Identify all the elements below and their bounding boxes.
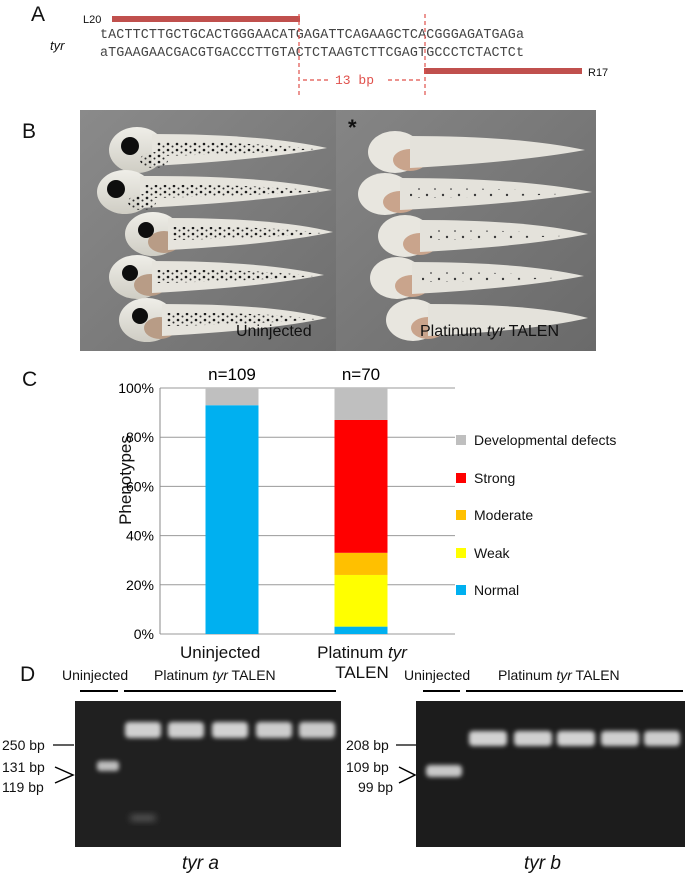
- y-tick-label: 20%: [126, 577, 154, 593]
- category-label-talen: Platinum tyr TALEN: [317, 643, 407, 682]
- left-photo-caption: Uninjected: [236, 323, 312, 340]
- bar-segment-moderate: [334, 552, 388, 575]
- left-marker-chevron: [54, 766, 75, 784]
- right-photo-caption: Platinum tyr TALEN: [420, 323, 560, 340]
- sample-size-label: n=70: [342, 365, 380, 384]
- left-gel-uninjected-label: Uninjected: [62, 667, 129, 683]
- left-gel: [75, 701, 341, 847]
- bar-segment-developmental-defects: [205, 388, 259, 406]
- bottom-strand: aTGAAGAACGACGTGACCCTTGTACTCTAAGTCTTCGAGT…: [100, 46, 525, 61]
- sample-size-label: n=109: [208, 365, 256, 384]
- legend-swatch: [456, 510, 466, 520]
- legend-item: Strong: [456, 470, 515, 486]
- y-tick-label: 0%: [134, 626, 154, 642]
- bar-segment-developmental-defects: [334, 388, 388, 420]
- right-marker-chevron: [398, 766, 417, 784]
- right-arm-label: R17: [588, 67, 609, 79]
- talen-tadpoles: [358, 131, 592, 341]
- asterisk-mark: *: [348, 115, 357, 140]
- panel-d-letter: D: [20, 663, 36, 686]
- panel-c-letter: C: [22, 368, 38, 391]
- legend-item: Normal: [456, 582, 519, 598]
- right-marker-bot: 99 bp: [358, 779, 394, 795]
- right-talen-arm: [424, 68, 582, 74]
- bar-segment-weak: [334, 574, 388, 627]
- legend-label: Strong: [474, 469, 516, 486]
- legend-item: Weak: [456, 545, 510, 561]
- gene-label: tyr: [50, 38, 65, 53]
- left-marker-top: 250 bp: [2, 737, 45, 753]
- panel-b-letter: B: [22, 120, 37, 143]
- left-gel-caption: tyr a: [182, 853, 219, 874]
- legend-swatch: [456, 435, 466, 445]
- category-label-uninjected: Uninjected: [180, 643, 261, 662]
- legend-swatch: [456, 585, 466, 595]
- bar-segment-normal: [334, 626, 388, 634]
- legend-swatch: [456, 472, 466, 483]
- y-axis-label: Phenotypes: [116, 435, 135, 525]
- top-strand: tACTTCTTGCTGCACTGGGAACATGAGATTCAGAAGCTCA…: [100, 28, 525, 43]
- legend-item: Developmental defects: [456, 432, 616, 448]
- right-gel-caption: tyr b: [524, 853, 561, 874]
- right-marker-top: 208 bp: [346, 737, 389, 753]
- legend-label: Normal: [474, 582, 520, 598]
- spacer-label: 13 bp: [335, 73, 375, 88]
- left-talen-arm: [112, 16, 300, 22]
- legend-label: Weak: [474, 544, 510, 561]
- legend-item: Moderate: [456, 507, 533, 523]
- right-gel-treated-label: Platinum tyr TALEN: [498, 667, 620, 683]
- left-marker-bot: 119 bp: [2, 779, 44, 795]
- panel-a-letter: A: [31, 3, 46, 26]
- right-marker-mid: 109 bp: [346, 759, 389, 775]
- legend-label: Developmental defects: [474, 432, 617, 448]
- legend-swatch: [456, 547, 466, 558]
- y-tick-label: 100%: [118, 380, 154, 396]
- right-gel: [416, 701, 685, 847]
- right-gel-uninjected-label: Uninjected: [404, 667, 471, 683]
- left-arm-label: L20: [83, 14, 102, 26]
- left-gel-treated-label: Platinum tyr TALEN: [154, 667, 276, 683]
- bar-segment-strong: [334, 419, 388, 553]
- legend-label: Moderate: [474, 507, 534, 523]
- left-marker-mid: 131 bp: [2, 759, 45, 775]
- bar-segment-normal: [205, 405, 259, 634]
- wildtype-tadpoles: [97, 127, 333, 342]
